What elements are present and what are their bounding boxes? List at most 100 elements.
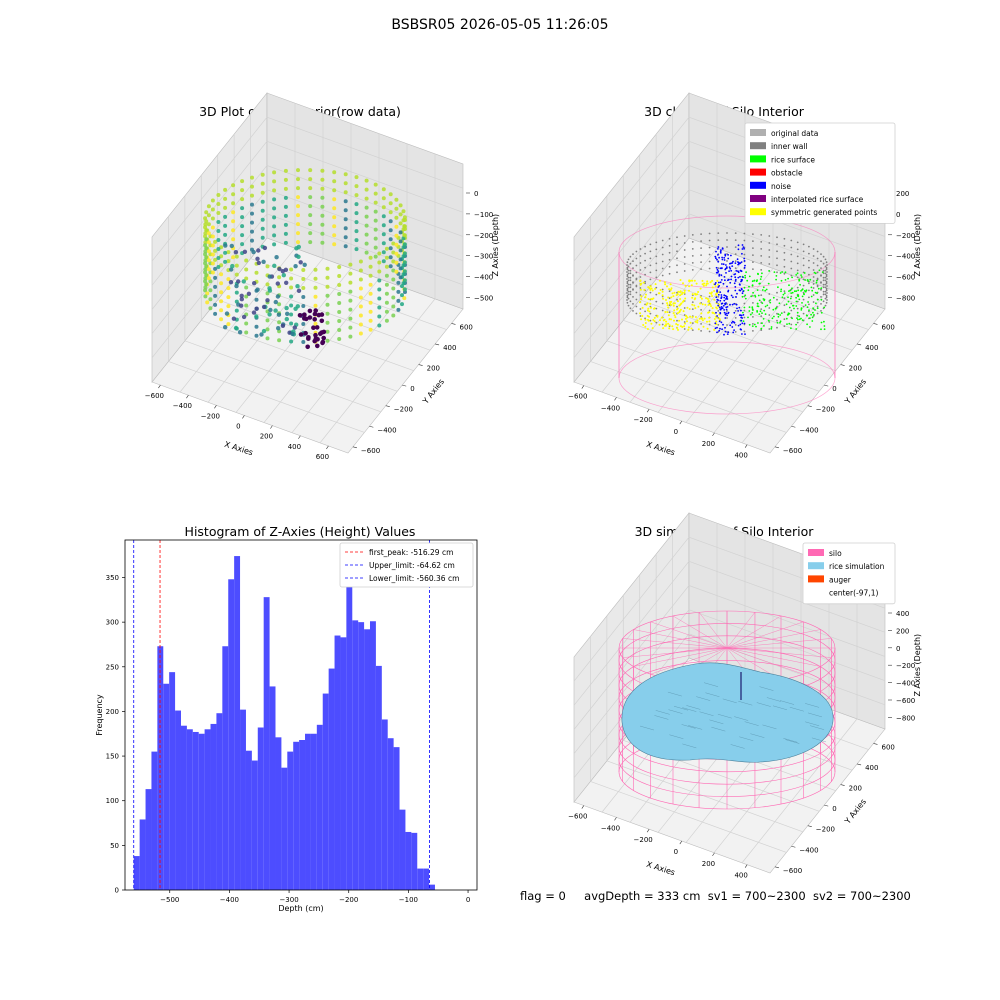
raw-data-point [394, 242, 399, 247]
raw-data-point [228, 280, 234, 285]
inner-wall-point [824, 279, 827, 282]
histogram-bar [145, 789, 152, 890]
inner-wall-point [717, 239, 720, 242]
raw-data-point [213, 311, 218, 316]
histogram-legend-label: first_peak: -516.29 cm [369, 548, 453, 557]
simulation-plot-z-tick-label: −400 [896, 680, 915, 688]
raw-plot-grid-y [234, 278, 431, 351]
inner-wall-point [726, 317, 728, 319]
raw-data-point [348, 271, 353, 276]
raw-data-point [216, 229, 221, 233]
raw-data-point [391, 286, 396, 291]
inner-wall-point [796, 307, 799, 310]
raw-data-point [308, 177, 313, 182]
symmetric-point [708, 320, 711, 323]
symmetric-point [706, 297, 709, 300]
raw-data-point [307, 315, 313, 320]
raw-data-point [244, 321, 249, 326]
noise-point [724, 326, 726, 329]
classify-plot-legend-swatch [750, 129, 766, 136]
rice-surface-point [781, 271, 784, 273]
histogram-bar [281, 767, 288, 890]
raw-data-point [354, 175, 359, 180]
raw-plot-grid-z [266, 141, 464, 213]
raw-data-point [272, 224, 277, 229]
noise-point [718, 320, 721, 323]
inner-wall-point [708, 232, 711, 235]
raw-data-point [296, 168, 300, 173]
silo-wireframe-spoke [726, 638, 832, 649]
rice-surface-mesh [673, 706, 689, 711]
inner-wall-point [825, 273, 828, 276]
raw-data-point [250, 211, 254, 216]
symmetric-point [701, 303, 704, 306]
raw-data-point [320, 204, 325, 209]
simulation-plot-z-tick-label: 200 [896, 627, 909, 635]
noise-point [730, 262, 732, 265]
noise-point [719, 267, 722, 270]
inner-wall-point [668, 304, 671, 307]
rice-surface-mesh [766, 697, 781, 702]
symmetric-point [691, 316, 694, 319]
inner-wall-point [820, 310, 822, 312]
raw-plot-grid-z [266, 116, 464, 189]
raw-data-point [261, 328, 267, 334]
raw-data-point [229, 243, 234, 249]
noise-point [731, 265, 734, 267]
noise-point [722, 282, 725, 285]
simulation-plot-grid-z [688, 561, 886, 633]
inner-wall-point [626, 273, 629, 276]
classify-plot-y-tick-label: −400 [799, 426, 818, 434]
inner-wall-point [734, 239, 737, 242]
inner-wall-point [655, 300, 658, 303]
histogram-bar [257, 727, 264, 890]
symmetric-point [695, 282, 698, 285]
raw-data-point [241, 279, 246, 284]
rice-surface-point [767, 319, 770, 322]
histogram-x-tick-label: −100 [399, 896, 418, 904]
classify-plot-y-tick-label: 400 [865, 344, 878, 352]
histogram-y-tick-label: 50 [110, 842, 119, 850]
histogram-bar [169, 672, 176, 890]
raw-plot-y-tick [434, 343, 440, 346]
rice-surface-point [788, 306, 791, 309]
rice-surface-point [762, 318, 765, 320]
noise-point [741, 278, 743, 281]
raw-data-point [283, 213, 288, 218]
inner-wall-point [812, 280, 815, 282]
raw-data-point [231, 228, 236, 233]
raw-data-point [216, 256, 221, 260]
inner-wall-point [649, 243, 652, 246]
rice-surface-mesh [762, 724, 777, 730]
rice-surface-point [814, 291, 817, 294]
rice-surface-point [800, 307, 803, 310]
raw-data-point [320, 213, 325, 218]
symmetric-point [696, 321, 699, 324]
inner-wall-point [629, 283, 632, 286]
rice-surface-point [761, 302, 764, 304]
noise-point [715, 250, 717, 253]
noise-point [727, 331, 730, 334]
noise-point [714, 255, 717, 258]
symmetric-point [676, 308, 678, 311]
symmetric-point [710, 305, 712, 308]
classify-plot-legend-swatch [750, 155, 766, 163]
raw-data-point [223, 259, 228, 264]
inner-wall-point [632, 274, 634, 276]
inner-wall-point [752, 302, 754, 304]
histogram-legend-label: Lower_limit: -560.36 cm [369, 574, 459, 583]
symmetric-point [648, 287, 651, 290]
noise-point [737, 324, 740, 327]
raw-data-point [402, 251, 407, 256]
raw-data-point [204, 273, 209, 278]
rice-surface-point [800, 276, 803, 278]
raw-data-point [368, 291, 373, 296]
classify-plot-grid-y [639, 299, 836, 372]
rice-surface-point [765, 288, 768, 291]
rice-surface-point [756, 305, 759, 307]
inner-wall-point [783, 304, 786, 307]
symmetric-point [688, 289, 690, 292]
rice-surface-point [763, 325, 765, 327]
rice-surface-mesh [655, 710, 670, 715]
classify-plot-legend-swatch [750, 195, 766, 202]
